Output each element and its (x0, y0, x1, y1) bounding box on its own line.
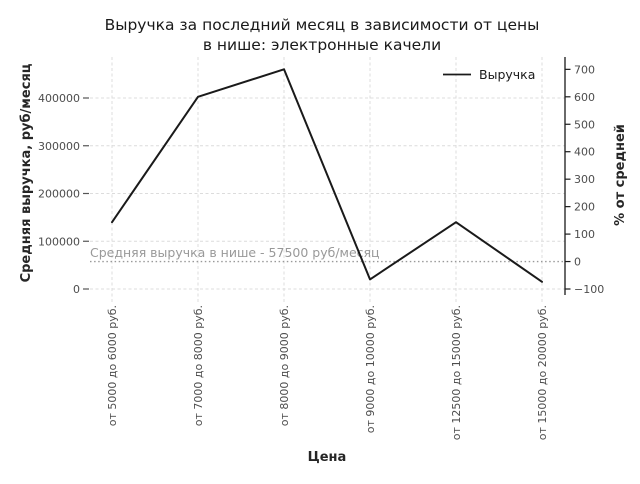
right-tick-label: −100 (574, 283, 604, 296)
y-axis-label-right: % от средней (613, 124, 628, 226)
y-axis-label-left: Средняя выручка, руб/месяц (19, 63, 34, 282)
left-tick-label: 200000 (38, 188, 80, 201)
x-tick-label: от 12500 до 15000 руб. (450, 305, 463, 440)
left-tick-label: 0 (73, 283, 80, 296)
chart-title-line2: в нише: электронные качели (203, 36, 441, 54)
right-tick-label: 0 (574, 256, 581, 269)
x-tick-label: от 7000 до 8000 руб. (192, 305, 205, 426)
x-tick-label: от 8000 до 9000 руб. (278, 305, 291, 426)
x-tick-label: от 15000 до 20000 руб. (536, 305, 549, 440)
right-tick-label: 400 (574, 146, 595, 159)
axes-layer: от 5000 до 6000 руб. от 7000 до 8000 руб.… (38, 63, 604, 440)
left-tick-label: 300000 (38, 140, 80, 153)
right-tick-label: 600 (574, 91, 595, 104)
gridlines (90, 57, 565, 302)
right-tick-label: 300 (574, 173, 595, 186)
right-tick-label: 500 (574, 118, 595, 131)
chart-title-line1: Выручка за последний месяц в зависимости… (105, 16, 540, 34)
x-axis-label: Цена (308, 450, 347, 465)
legend-label: Выручка (479, 67, 535, 82)
legend: Выручка (443, 67, 535, 82)
left-tick-label: 100000 (38, 235, 80, 248)
revenue-line (111, 68, 543, 283)
average-annotation: Средняя выручка в нише - 57500 руб/месяц (90, 245, 380, 260)
right-tick-label: 700 (574, 63, 595, 76)
x-tick-label: от 5000 до 6000 руб. (106, 305, 119, 426)
right-tick-label: 100 (574, 228, 595, 241)
right-tick-label: 200 (574, 201, 595, 214)
x-tick-label: от 9000 до 10000 руб. (364, 305, 377, 433)
revenue-line-layer (111, 68, 543, 283)
left-tick-label: 400000 (38, 92, 80, 105)
